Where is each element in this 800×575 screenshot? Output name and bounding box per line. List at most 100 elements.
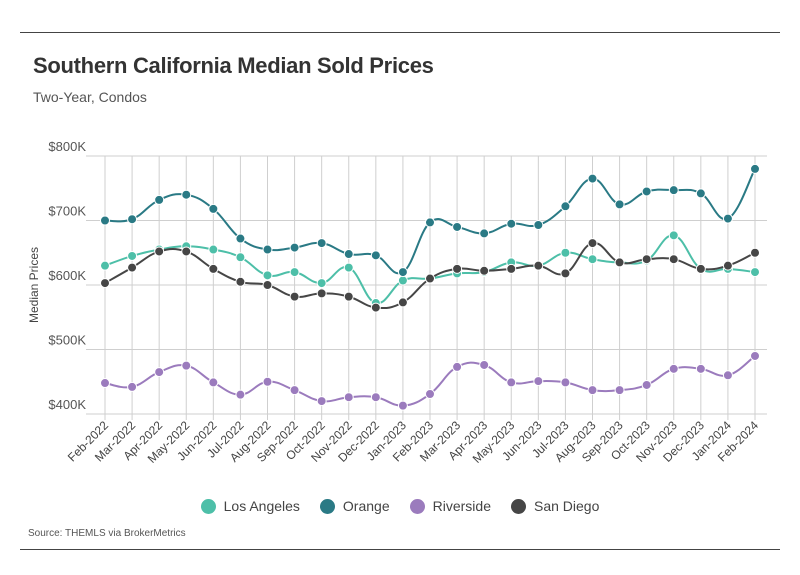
legend: Los Angeles Orange Riverside San Diego — [0, 498, 800, 514]
data-point-san-diego — [722, 260, 733, 271]
data-point-riverside — [127, 381, 138, 392]
data-point-riverside — [506, 377, 517, 388]
data-point-riverside — [695, 363, 706, 374]
legend-item-riverside[interactable]: Riverside — [409, 498, 491, 514]
data-point-orange — [668, 185, 679, 196]
data-point-orange — [127, 214, 138, 225]
data-point-san-diego — [181, 246, 192, 257]
data-point-riverside — [316, 396, 327, 407]
data-point-san-diego — [452, 263, 463, 274]
data-point-riverside — [533, 376, 544, 387]
data-point-orange — [181, 189, 192, 200]
legend-label-riverside: Riverside — [432, 498, 491, 514]
data-point-san-diego — [127, 262, 138, 273]
data-point-san-diego — [479, 265, 490, 276]
data-point-riverside — [722, 370, 733, 381]
legend-label-san-diego: San Diego — [533, 498, 600, 514]
data-point-orange — [614, 199, 625, 210]
data-point-los-angeles — [127, 250, 138, 261]
data-point-los-angeles — [343, 262, 354, 273]
data-point-san-diego — [533, 260, 544, 271]
data-point-orange — [289, 242, 300, 253]
data-point-riverside — [100, 378, 110, 389]
data-point-los-angeles — [316, 278, 327, 289]
legend-marker-san-diego — [510, 498, 526, 514]
data-point-los-angeles — [750, 267, 760, 278]
data-point-san-diego — [668, 254, 679, 265]
data-point-riverside — [181, 360, 192, 371]
data-point-san-diego — [425, 273, 435, 284]
data-point-orange — [750, 163, 760, 174]
chart-subtitle: Two-Year, Condos — [33, 89, 147, 105]
data-point-san-diego — [750, 247, 760, 258]
data-point-riverside — [262, 376, 273, 387]
data-point-orange — [316, 238, 327, 249]
data-point-san-diego — [343, 291, 354, 302]
data-point-orange — [208, 203, 219, 214]
data-point-riverside — [560, 377, 571, 388]
data-point-orange — [506, 218, 517, 229]
y-axis-title: Median Prices — [27, 247, 41, 323]
data-point-san-diego — [208, 263, 219, 274]
data-point-orange — [425, 217, 435, 228]
chart-title: Southern California Median Sold Prices — [33, 53, 434, 78]
data-point-riverside — [154, 367, 165, 378]
data-point-orange — [641, 186, 652, 197]
data-point-san-diego — [560, 268, 571, 279]
data-point-orange — [560, 201, 571, 212]
data-point-los-angeles — [560, 247, 571, 258]
data-point-los-angeles — [262, 270, 273, 281]
legend-label-los-angeles: Los Angeles — [223, 498, 300, 514]
data-point-riverside — [289, 385, 300, 396]
data-point-los-angeles — [100, 260, 110, 271]
data-point-san-diego — [370, 302, 381, 313]
data-point-orange — [397, 267, 408, 278]
data-point-los-angeles — [235, 252, 246, 263]
data-point-orange — [722, 213, 733, 224]
legend-item-los-angeles[interactable]: Los Angeles — [200, 498, 300, 514]
data-point-los-angeles — [289, 267, 300, 278]
data-point-san-diego — [641, 254, 652, 265]
data-point-los-angeles — [208, 244, 219, 255]
data-point-orange — [262, 244, 273, 255]
data-point-los-angeles — [668, 230, 679, 241]
data-point-san-diego — [154, 246, 165, 257]
data-point-los-angeles — [587, 254, 598, 265]
data-point-orange — [452, 221, 463, 232]
legend-marker-orange — [319, 498, 335, 514]
legend-marker-los-angeles — [200, 498, 216, 514]
data-point-riverside — [235, 389, 246, 400]
data-point-los-angeles — [397, 275, 408, 286]
data-point-san-diego — [397, 297, 408, 308]
data-point-orange — [154, 194, 165, 205]
data-point-riverside — [750, 350, 760, 361]
data-point-riverside — [370, 392, 381, 403]
data-point-san-diego — [695, 263, 706, 274]
data-point-riverside — [668, 363, 679, 374]
data-point-orange — [100, 215, 110, 226]
y-tick-label: $600K — [48, 268, 86, 283]
data-point-orange — [370, 250, 381, 261]
data-point-orange — [343, 249, 354, 260]
source-note: Source: THEMLS via BrokerMetrics — [28, 528, 186, 539]
y-tick-label: $500K — [48, 333, 86, 348]
data-point-san-diego — [289, 291, 300, 302]
data-point-riverside — [479, 359, 490, 370]
bottom-rule — [20, 549, 780, 550]
legend-item-san-diego[interactable]: San Diego — [510, 498, 600, 514]
data-point-riverside — [425, 389, 435, 400]
data-point-riverside — [587, 385, 598, 396]
legend-marker-riverside — [409, 498, 425, 514]
data-point-orange — [235, 233, 246, 244]
data-point-riverside — [343, 392, 354, 403]
data-point-san-diego — [506, 263, 517, 274]
data-point-san-diego — [262, 280, 273, 290]
data-point-riverside — [641, 379, 652, 390]
data-point-riverside — [208, 377, 219, 388]
data-point-san-diego — [235, 276, 246, 287]
data-point-orange — [533, 220, 544, 231]
data-point-riverside — [397, 400, 408, 411]
legend-item-orange[interactable]: Orange — [319, 498, 390, 514]
y-tick-label: $700K — [48, 204, 86, 219]
